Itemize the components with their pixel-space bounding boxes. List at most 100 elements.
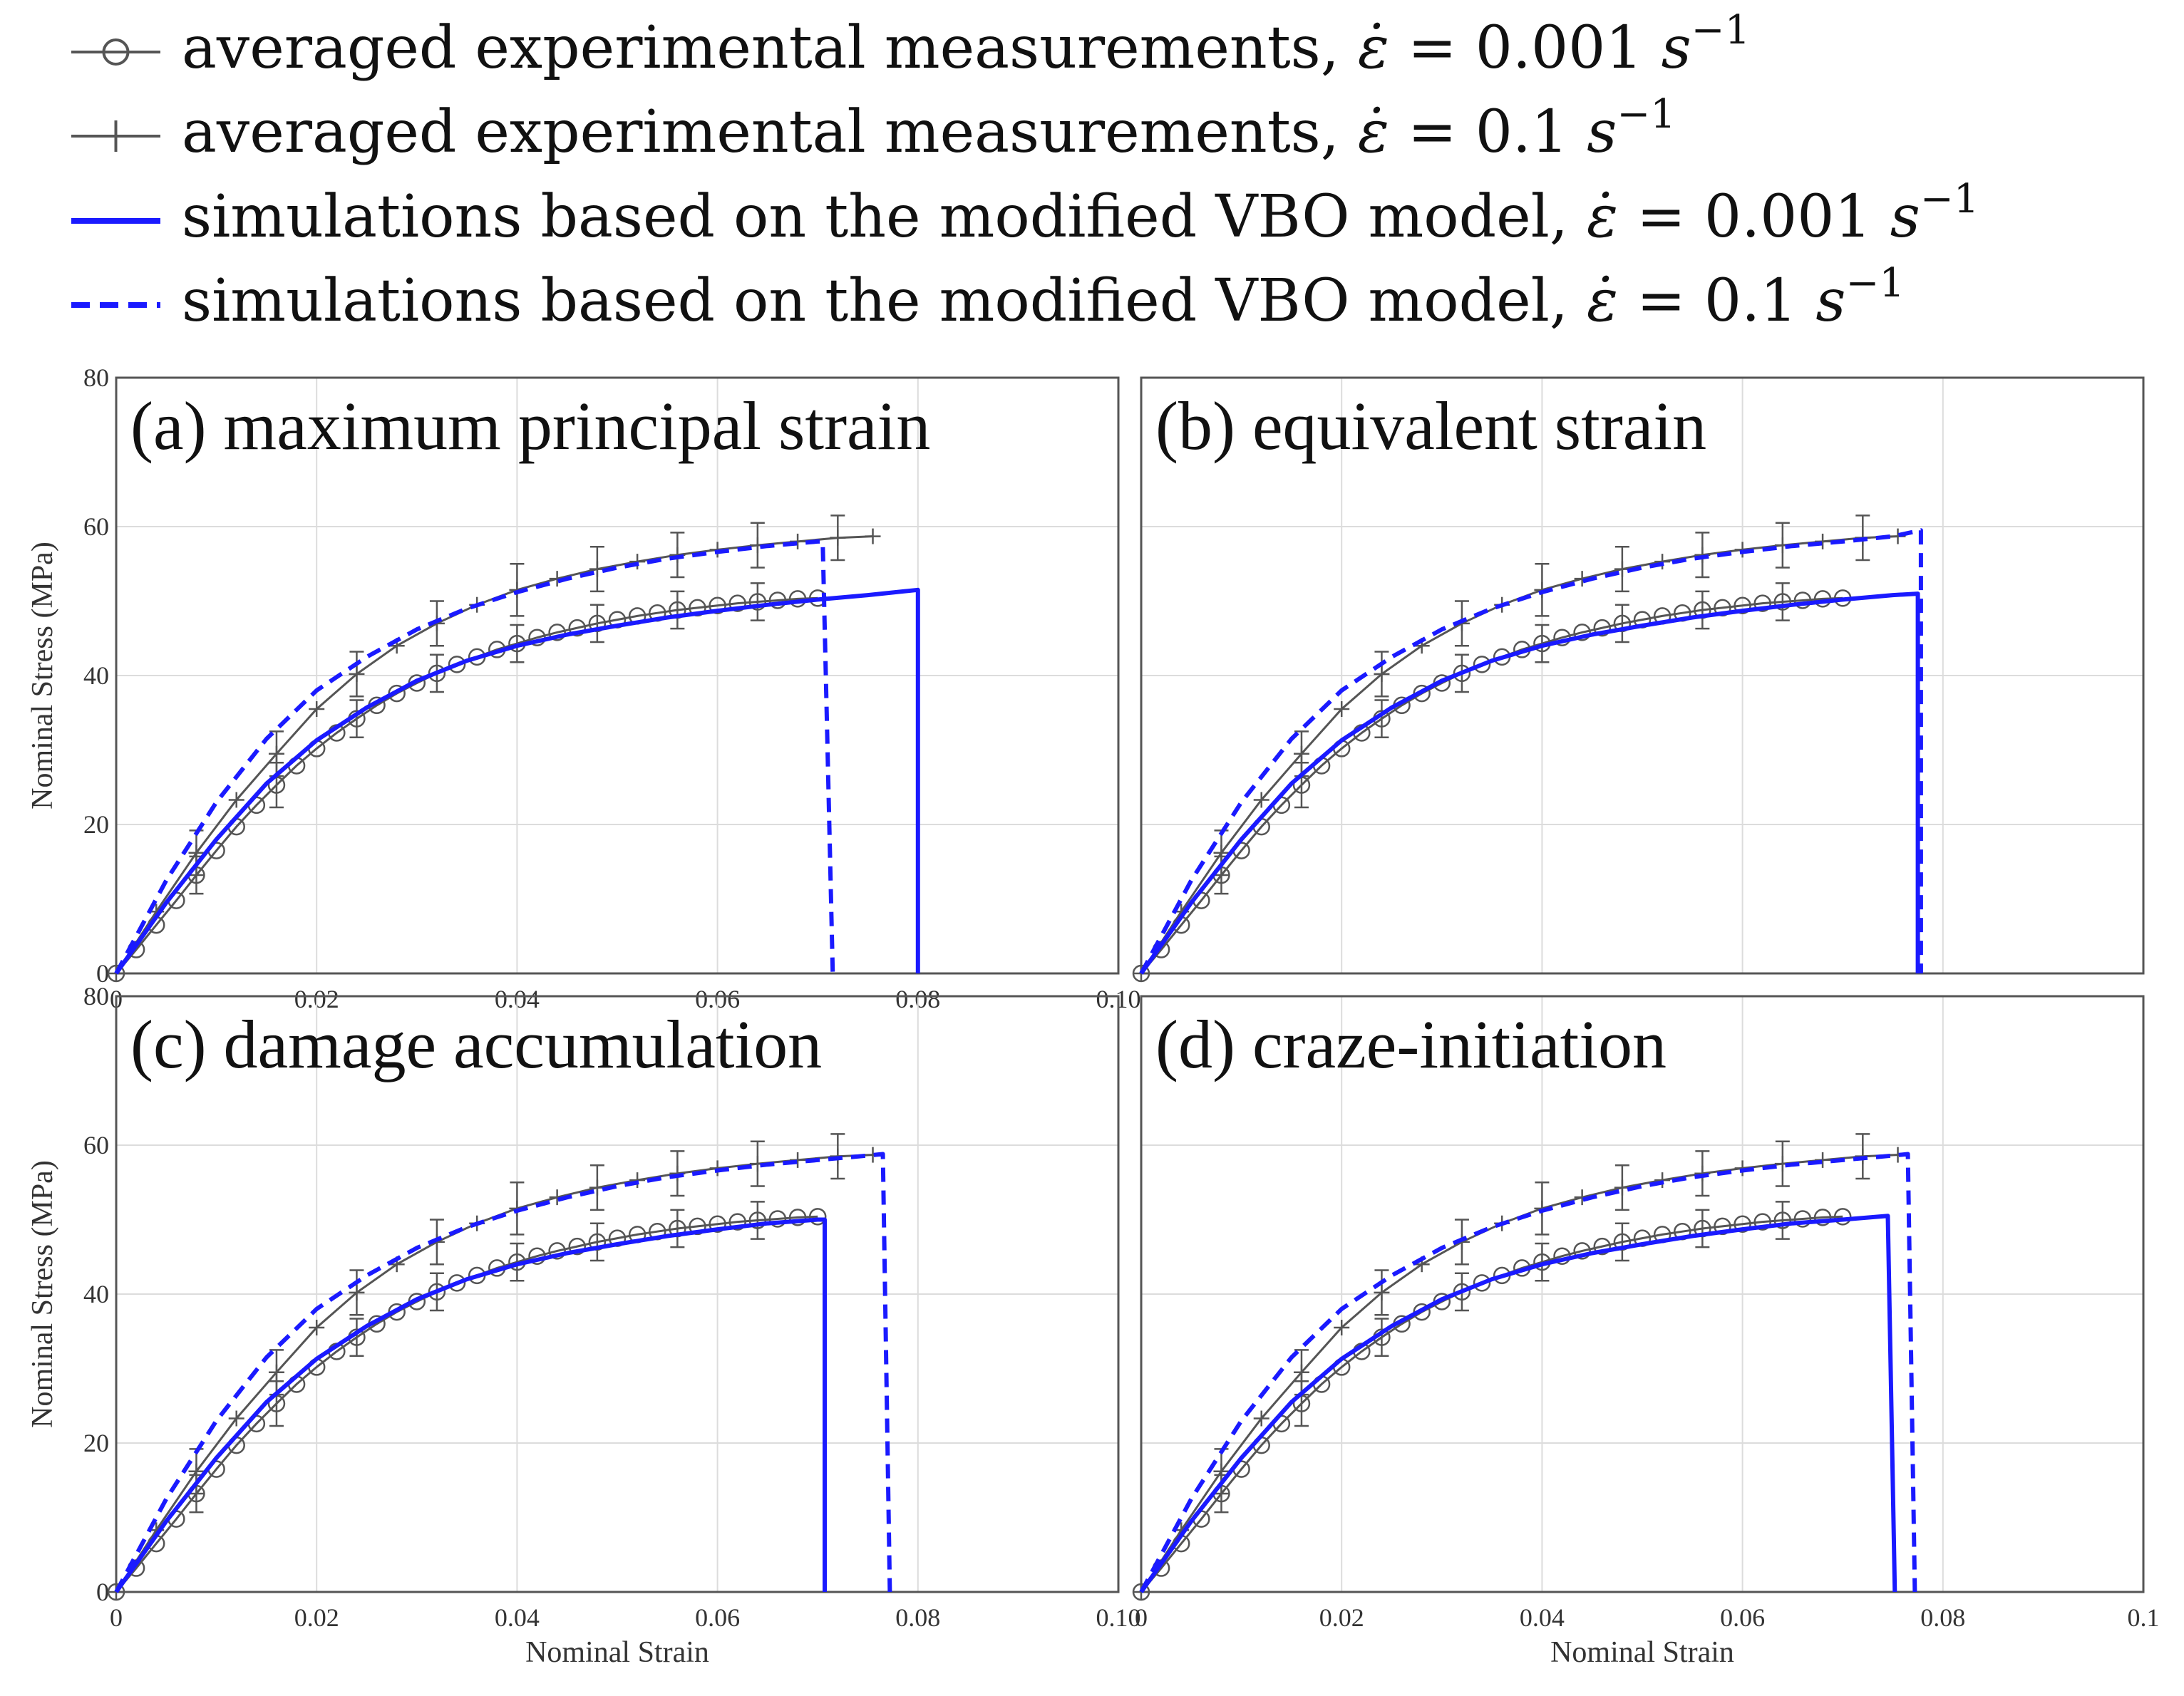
data-point-circle — [568, 1237, 587, 1256]
data-point-circle — [1734, 596, 1751, 615]
data-point-circle — [568, 619, 587, 637]
legend-item: averaged experimental measurements, ε̇ =… — [71, 7, 1750, 82]
data-point-circle — [728, 594, 746, 612]
simulation-line — [1139, 591, 1920, 975]
data-point-circle — [1833, 1208, 1852, 1226]
data-point-circle — [1473, 656, 1491, 673]
series-sim-solid — [1139, 591, 1920, 975]
data-point-circle — [1573, 1242, 1591, 1260]
x-tick-label: 0.04 — [1520, 1603, 1565, 1632]
simulation-line — [114, 539, 835, 975]
data-point-circle — [1714, 1217, 1731, 1236]
series-exp-plus — [108, 1133, 881, 1600]
x-tick-label: 0 — [110, 1603, 123, 1632]
y-axis-label: Nominal Stress (MPa) — [26, 1160, 59, 1428]
data-point-circle — [689, 1217, 706, 1236]
series-exp-plus — [1133, 1133, 1906, 1600]
data-point-circle — [548, 1242, 566, 1260]
y-tick-label: 0 — [96, 959, 109, 988]
data-point-circle — [1593, 1237, 1612, 1256]
data-point-circle — [709, 596, 726, 615]
y-tick-label: 80 — [83, 363, 109, 392]
plot-frame — [115, 376, 1120, 975]
data-point-circle — [1714, 599, 1731, 617]
chart-panel-b: (b) equivalent strain — [1132, 376, 2145, 983]
data-point-circle — [1753, 1213, 1771, 1231]
data-point-circle — [1734, 1215, 1751, 1234]
y-tick-label: 20 — [83, 1429, 109, 1457]
x-axis-label: Nominal Strain — [1550, 1636, 1734, 1669]
data-point-circle — [1473, 1274, 1491, 1292]
legend-label: simulations based on the modified VBO mo… — [182, 260, 1905, 335]
data-point-circle — [808, 1208, 827, 1226]
data-point-circle — [1753, 594, 1771, 612]
y-tick-label: 0 — [96, 1578, 109, 1606]
x-tick-label: 0.04 — [495, 1603, 540, 1632]
legend-label: simulations based on the modified VBO mo… — [182, 176, 1979, 251]
x-axis-label: Nominal Strain — [525, 1636, 709, 1669]
legend-label: averaged experimental measurements, ε̇ =… — [182, 91, 1676, 166]
x-tick-label: 0.02 — [294, 1603, 339, 1632]
data-point-circle — [1793, 591, 1812, 609]
x-tick-label: 0.08 — [1920, 1603, 1965, 1632]
plot-frame — [1140, 376, 2145, 975]
panel-title: (c) damage accumulation — [130, 1006, 822, 1082]
data-point-circle — [448, 656, 466, 673]
experimental-line — [115, 1215, 818, 1593]
legend-item: simulations based on the modified VBO mo… — [71, 260, 1905, 335]
x-tick-label: 0.10 — [1096, 1603, 1141, 1632]
data-point-circle — [768, 1210, 787, 1228]
x-tick-label: 0 — [1135, 1603, 1148, 1632]
data-point-circle — [1793, 1210, 1812, 1228]
y-tick-label: 20 — [83, 810, 109, 839]
panel-title: (b) equivalent strain — [1155, 388, 1706, 464]
chart-panel-c: 0 0.02 0.04 0.06 0.08 0.10 0 20 40 60 80 Nominal St… — [26, 982, 1141, 1669]
series-exp-plus — [108, 515, 881, 981]
series-exp-plus — [1133, 515, 1906, 981]
series-sim-dashed — [114, 539, 835, 975]
data-point-circle — [548, 624, 566, 641]
series-sim-dashed — [1139, 528, 1923, 975]
data-point-circle — [1813, 1209, 1832, 1226]
data-point-circle — [788, 1209, 807, 1226]
experimental-line — [1140, 596, 1843, 974]
data-point-circle — [709, 1215, 726, 1234]
legend-label: averaged experimental measurements, ε̇ =… — [182, 7, 1750, 82]
x-tick-label: 0.1 — [2128, 1603, 2160, 1632]
data-point-circle — [689, 599, 706, 617]
x-tick-label: 0.08 — [895, 1603, 940, 1632]
experimental-line — [115, 596, 818, 974]
legend: averaged experimental measurements, ε̇ =… — [71, 7, 1979, 335]
simulation-line — [1139, 1214, 1897, 1593]
y-axis-label: Nominal Stress (MPa) — [26, 542, 59, 810]
y-tick-label: 60 — [83, 1131, 109, 1159]
y-tick-label: 80 — [83, 982, 109, 1010]
data-point-circle — [768, 591, 787, 609]
legend-item: simulations based on the modified VBO mo… — [71, 176, 1979, 251]
simulation-line — [1139, 1152, 1917, 1593]
y-tick-label: 60 — [83, 512, 109, 541]
series-sim-solid — [114, 1217, 827, 1593]
data-point-circle — [1573, 624, 1591, 641]
y-tick-label: 40 — [83, 661, 109, 690]
series-sim-dashed — [1139, 1152, 1917, 1593]
simulation-line — [114, 1152, 892, 1593]
experimental-line — [1140, 1215, 1843, 1593]
plot-frame — [115, 995, 1120, 1593]
series-sim-dashed — [114, 1152, 892, 1593]
x-tick-label: 0.06 — [695, 1603, 740, 1632]
legend-item: averaged experimental measurements, ε̇ =… — [71, 91, 1676, 166]
data-point-circle — [728, 1213, 746, 1231]
legend-circle-marker — [102, 38, 130, 66]
plot-frame — [1140, 995, 2145, 1593]
panel-title: (a) maximum principal strain — [130, 388, 930, 464]
data-point-circle — [448, 1274, 466, 1292]
chart-panel-d: 0 0.02 0.04 0.06 0.08 0.1 Nominal Strain (d) cr… — [1132, 995, 2160, 1669]
x-tick-label: 0.02 — [1319, 1603, 1364, 1632]
panel-title: (d) craze-initiation — [1155, 1006, 1667, 1082]
simulation-line — [114, 1217, 827, 1593]
simulation-line — [1139, 528, 1923, 975]
